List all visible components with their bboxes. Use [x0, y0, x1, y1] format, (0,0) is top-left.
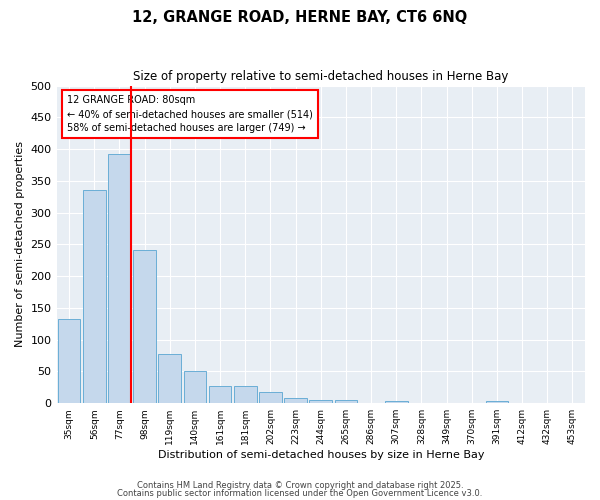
- Y-axis label: Number of semi-detached properties: Number of semi-detached properties: [15, 142, 25, 348]
- Bar: [58, 318, 80, 403]
- Bar: [385, 400, 407, 403]
- Bar: [259, 392, 282, 403]
- Bar: [108, 154, 131, 403]
- Bar: [234, 386, 257, 403]
- Bar: [83, 190, 106, 403]
- Bar: [158, 354, 181, 403]
- X-axis label: Distribution of semi-detached houses by size in Herne Bay: Distribution of semi-detached houses by …: [158, 450, 484, 460]
- Bar: [335, 400, 357, 403]
- Text: 12, GRANGE ROAD, HERNE BAY, CT6 6NQ: 12, GRANGE ROAD, HERNE BAY, CT6 6NQ: [133, 10, 467, 25]
- Bar: [284, 398, 307, 403]
- Bar: [133, 250, 156, 403]
- Bar: [485, 402, 508, 403]
- Text: Contains public sector information licensed under the Open Government Licence v3: Contains public sector information licen…: [118, 488, 482, 498]
- Title: Size of property relative to semi-detached houses in Herne Bay: Size of property relative to semi-detach…: [133, 70, 508, 83]
- Bar: [184, 371, 206, 403]
- Text: 12 GRANGE ROAD: 80sqm
← 40% of semi-detached houses are smaller (514)
58% of sem: 12 GRANGE ROAD: 80sqm ← 40% of semi-deta…: [67, 95, 313, 133]
- Bar: [209, 386, 232, 403]
- Text: Contains HM Land Registry data © Crown copyright and database right 2025.: Contains HM Land Registry data © Crown c…: [137, 481, 463, 490]
- Bar: [310, 400, 332, 403]
